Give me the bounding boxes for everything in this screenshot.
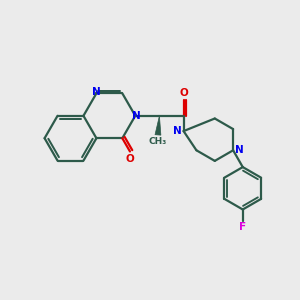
Text: O: O	[126, 154, 134, 164]
Text: N: N	[92, 88, 101, 98]
Text: CH₃: CH₃	[149, 137, 167, 146]
Text: N: N	[235, 145, 244, 155]
Text: O: O	[179, 88, 188, 98]
Text: N: N	[132, 111, 141, 122]
Polygon shape	[155, 116, 161, 135]
Text: F: F	[239, 222, 246, 232]
Text: N: N	[173, 125, 182, 136]
